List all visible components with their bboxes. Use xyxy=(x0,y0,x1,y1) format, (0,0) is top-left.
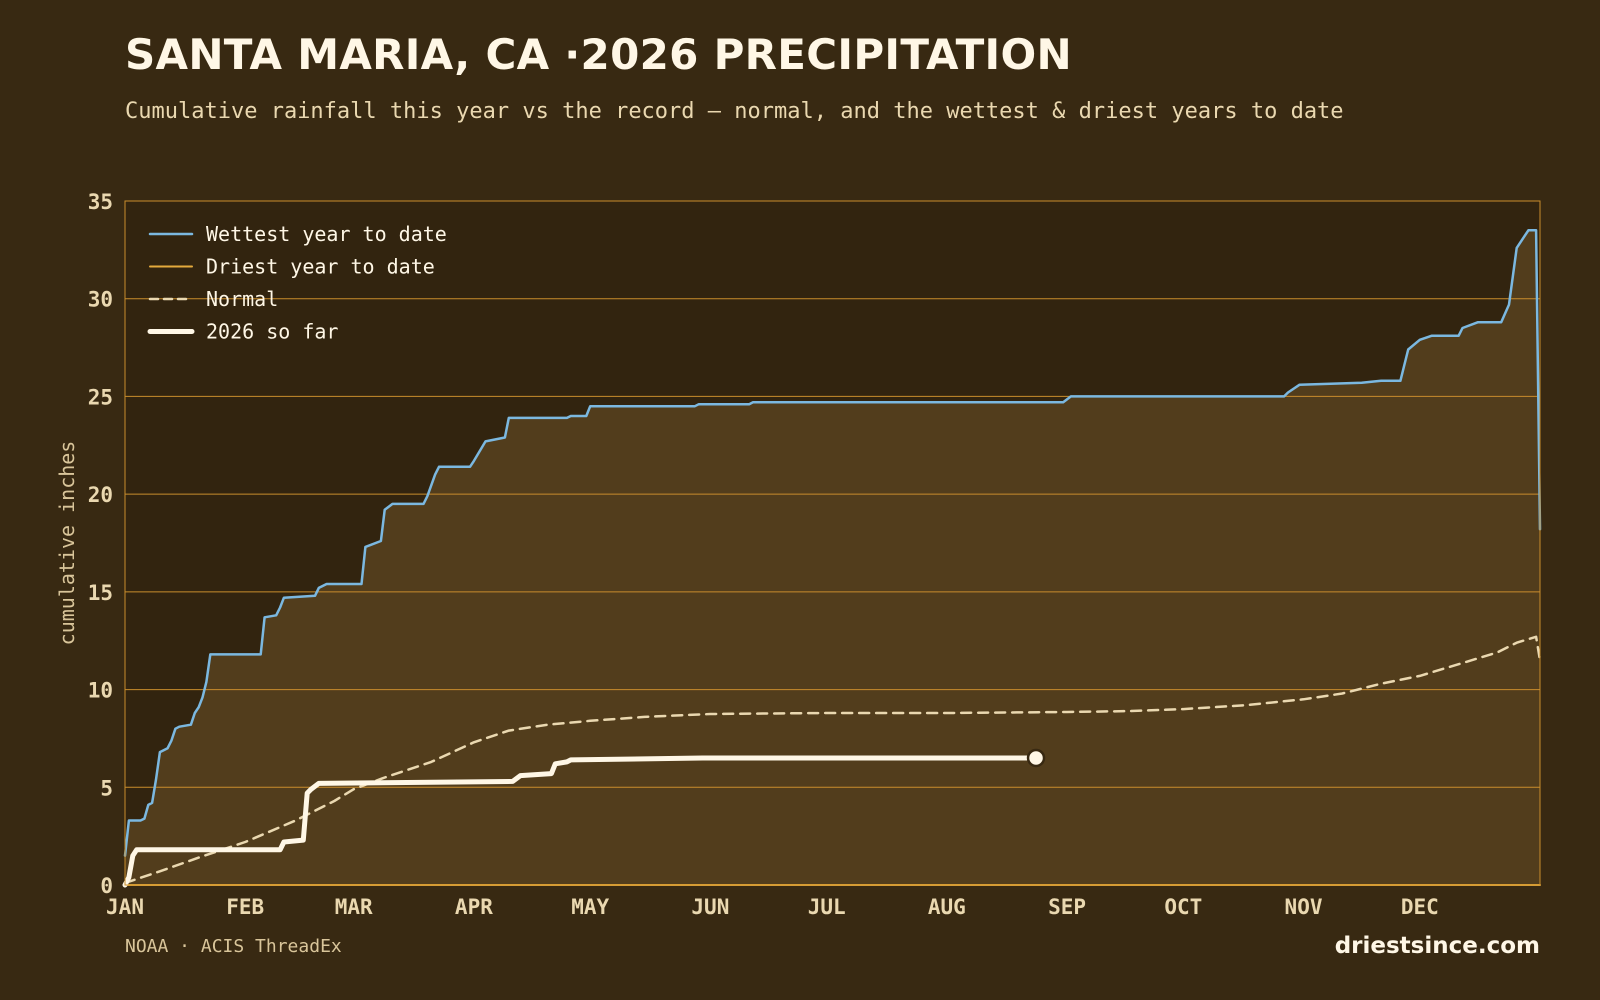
y-tick-label: 0 xyxy=(100,874,113,898)
x-tick-label: JUL xyxy=(808,895,846,919)
x-tick-label: DEC xyxy=(1401,895,1439,919)
normal-series-line xyxy=(123,635,1542,885)
legend-label-current: 2026 so far xyxy=(206,320,338,344)
x-tick-label: OCT xyxy=(1164,895,1202,919)
page-title: SANTA MARIA, CA ·2026 PRECIPITATION xyxy=(125,30,1072,79)
wettest-area-fill xyxy=(125,230,1540,886)
x-axis-ticks: JAN FEB MAR APR MAY JUN JUL AUG SEP OCT NOV DEC xyxy=(106,895,1439,919)
x-tick-label: MAY xyxy=(571,895,609,919)
current-series-line xyxy=(122,755,1039,888)
y-tick-label: 5 xyxy=(100,776,113,800)
y-axis-label: cumulative inches xyxy=(55,441,79,646)
y-tick-label: 20 xyxy=(88,483,113,507)
legend: Wettest year to date Driest year to date N… xyxy=(147,222,447,344)
x-tick-label: MAR xyxy=(335,895,373,919)
x-tick-label: SEP xyxy=(1048,895,1086,919)
legend-label-driest: Driest year to date xyxy=(206,255,435,279)
x-tick-label: FEB xyxy=(226,895,264,919)
x-tick-label: AUG xyxy=(928,895,966,919)
x-tick-label: NOV xyxy=(1285,895,1323,919)
source-credit: NOAA · ACIS ThreadEx xyxy=(125,936,342,957)
y-tick-label: 15 xyxy=(88,581,113,605)
legend-label-wettest: Wettest year to date xyxy=(206,222,447,246)
area-layer xyxy=(125,230,1540,886)
y-tick-label: 30 xyxy=(88,288,113,312)
y-tick-label: 25 xyxy=(88,385,113,409)
current-endpoint-marker xyxy=(1026,748,1046,768)
y-tick-label: 35 xyxy=(88,190,113,214)
y-tick-label: 10 xyxy=(88,679,113,703)
y-axis-ticks: 0 5 10 15 20 25 30 35 xyxy=(88,190,113,898)
plot-frame xyxy=(124,200,1541,886)
x-tick-label: APR xyxy=(455,895,493,919)
wettest-series-line xyxy=(123,229,1542,857)
brand-link[interactable]: driestsince.com xyxy=(1334,933,1540,959)
x-tick-label: JUN xyxy=(691,895,729,919)
page-subtitle: Cumulative rainfall this year vs the rec… xyxy=(125,99,1344,124)
legend-label-normal: Normal xyxy=(206,287,278,311)
x-tick-label: JAN xyxy=(106,895,144,919)
